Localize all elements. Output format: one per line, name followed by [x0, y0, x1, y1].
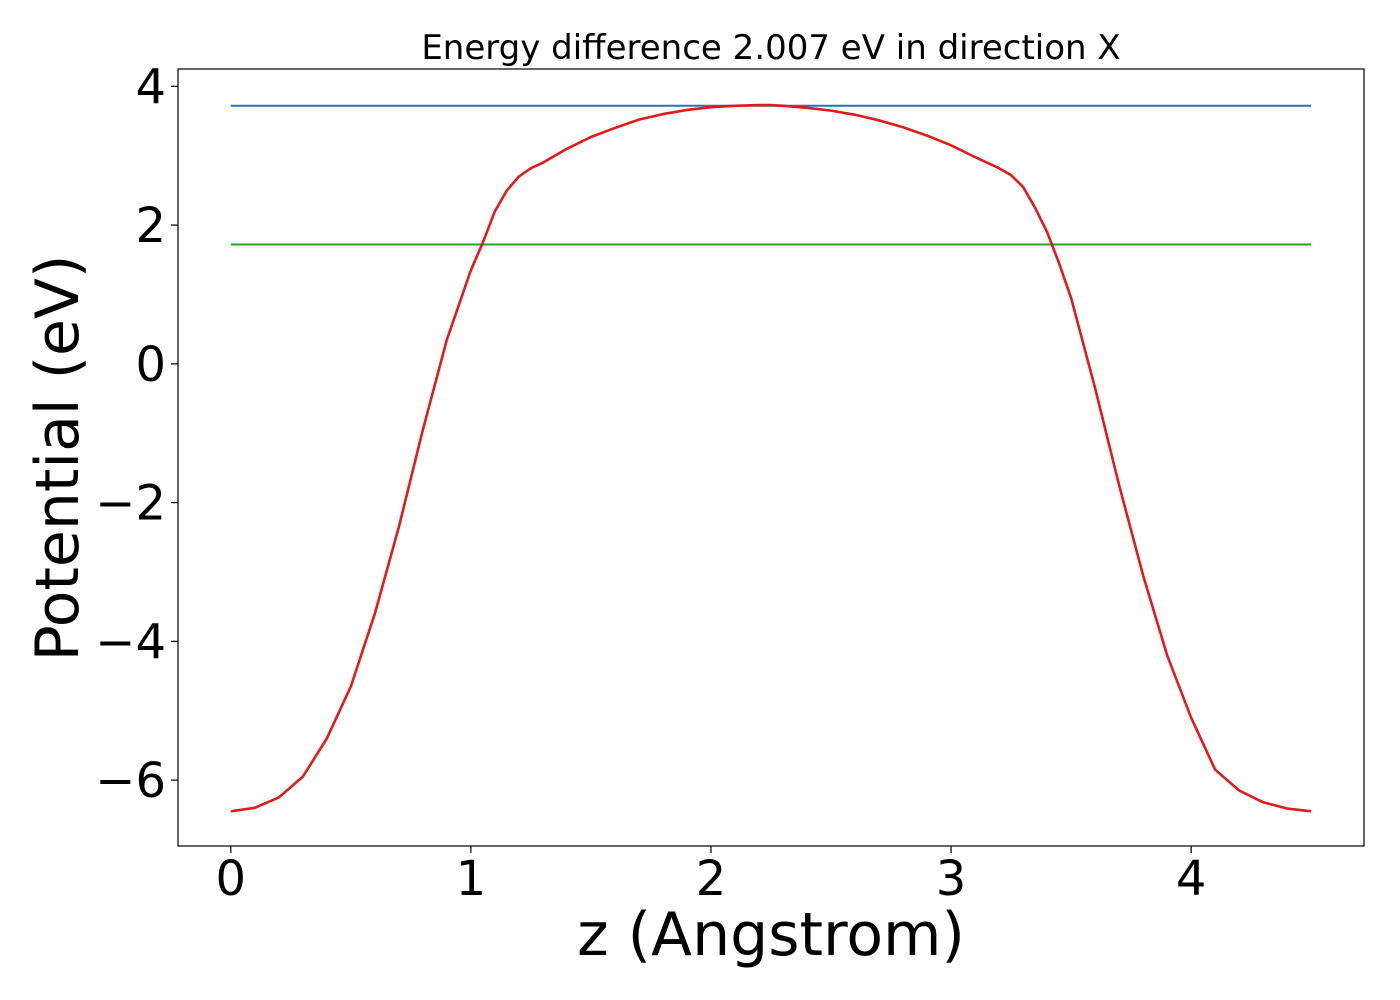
y-tick-label: −4 — [95, 614, 166, 670]
x-axis-label: z (Angstrom) — [577, 900, 965, 970]
x-tick-label: 0 — [216, 851, 247, 907]
plot-area — [230, 103, 1312, 813]
x-tick-label: 3 — [936, 851, 967, 907]
y-tick-label: 2 — [135, 198, 166, 254]
y-axis: 4 2 0 −2 −4 −6 — [95, 59, 178, 809]
series-line-3 — [230, 103, 1312, 813]
x-tick-label: 2 — [696, 851, 727, 907]
y-axis-label: Potential (eV) — [23, 255, 93, 662]
plot-frame — [177, 68, 1365, 847]
y-tick-label: −6 — [95, 753, 166, 809]
x-tick-label: 4 — [1176, 851, 1207, 907]
y-tick-label: 0 — [135, 337, 166, 393]
x-axis: 0 1 2 3 4 — [216, 846, 1207, 907]
y-tick-label: 4 — [135, 59, 166, 115]
x-tick-label: 1 — [456, 851, 487, 907]
y-tick-label: −2 — [95, 476, 166, 532]
chart-title: Energy difference 2.007 eV in direction … — [421, 28, 1120, 68]
